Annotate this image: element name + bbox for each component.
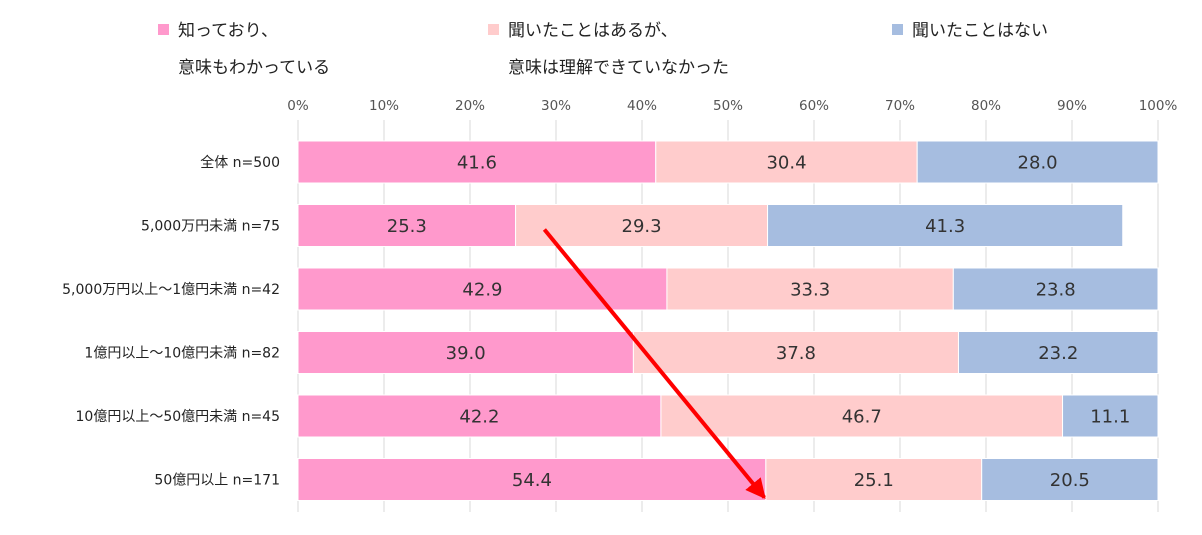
legend-label: 聞いたことはない <box>912 21 1048 41</box>
tick-label: 90% <box>1057 98 1087 114</box>
bar-segment <box>297 204 517 247</box>
bar-value-label: 33.3 <box>790 280 830 301</box>
category-label: 1億円以上～10億円未満 n=82 <box>84 346 280 362</box>
bar-segment <box>297 394 662 438</box>
bar-value-label: 41.3 <box>925 216 965 237</box>
bar-value-label: 28.0 <box>1018 153 1058 174</box>
category-label: 5,000万円未満 n=75 <box>141 219 280 235</box>
category-label: 50億円以上 n=171 <box>154 473 280 489</box>
legend-label: 聞いたことはあるが、 <box>508 21 678 41</box>
tick-label: 20% <box>455 98 485 114</box>
bar-segment <box>981 458 1159 501</box>
bar-value-label: 37.8 <box>776 343 816 364</box>
bar-value-label: 39.0 <box>446 343 486 364</box>
tick-label: 0% <box>287 98 309 114</box>
bar-segment <box>297 140 657 184</box>
legend-label: 意味もわかっている <box>178 58 330 78</box>
legend-label: 意味は理解できていなかった <box>508 58 729 78</box>
x-axis-ticks: 0% 10% 20% 30% 40% 50% 60% 70% 80% 90% 100% <box>287 98 1177 114</box>
tick-label: 70% <box>885 98 915 114</box>
bar-segment <box>1062 394 1159 438</box>
category-label: 5,000万円以上～1億円未満 n=42 <box>62 282 280 298</box>
bar-segment <box>515 204 769 247</box>
bar-segment <box>660 394 1064 438</box>
trend-arrow <box>542 228 766 500</box>
category-label: 10億円以上～50億円未満 n=45 <box>76 409 281 425</box>
bar-segment <box>655 140 918 184</box>
bar-segment <box>916 140 1159 184</box>
legend-swatch <box>488 24 499 35</box>
bar-value-label: 42.9 <box>462 280 502 301</box>
bar-value-label: 29.3 <box>622 216 662 237</box>
tick-label: 40% <box>627 98 657 114</box>
bar-value-label: 46.7 <box>842 407 882 428</box>
bar-value-label: 54.4 <box>512 470 552 491</box>
bars: 41.6 30.4 28.0 25.3 29.3 41.3 42.9 33.3 23.8 39.0… <box>297 140 1159 501</box>
bar-segment <box>765 458 983 501</box>
tick-label: 30% <box>541 98 571 114</box>
bar-segment <box>767 204 1124 247</box>
bar-value-label: 41.6 <box>457 153 497 174</box>
bar-value-label: 20.5 <box>1050 470 1090 491</box>
bar-segment <box>297 331 634 374</box>
category-label: 全体 n=500 <box>200 154 280 171</box>
legend-swatch <box>892 24 903 35</box>
tick-label: 80% <box>971 98 1001 114</box>
bar-segment <box>666 267 954 311</box>
tick-label: 50% <box>713 98 743 114</box>
tick-label: 10% <box>369 98 399 114</box>
bar-value-label: 23.8 <box>1036 280 1076 301</box>
gridlines <box>297 120 1159 512</box>
bar-value-label: 42.2 <box>459 407 499 428</box>
bar-value-label: 23.2 <box>1038 343 1078 364</box>
bar-value-label: 25.1 <box>854 470 894 491</box>
bar-value-label: 30.4 <box>766 153 806 174</box>
bar-segment <box>952 267 1159 311</box>
bar-segment <box>957 331 1159 374</box>
tick-label: 60% <box>799 98 829 114</box>
bar-value-label: 11.1 <box>1090 407 1130 428</box>
category-labels: 全体 n=500 5,000万円未満 n=75 5,000万円以上～1億円未満 n=… <box>62 154 280 489</box>
legend-swatch <box>158 24 169 35</box>
legend: 知っており、意味もわかっている 聞いたことはあるが、意味は理解できていなかった 聞い… <box>158 21 1048 78</box>
legend-label: 知っており、 <box>178 21 278 41</box>
tick-label: 100% <box>1139 98 1178 114</box>
bar-value-label: 25.3 <box>387 216 427 237</box>
annotations <box>542 228 766 500</box>
